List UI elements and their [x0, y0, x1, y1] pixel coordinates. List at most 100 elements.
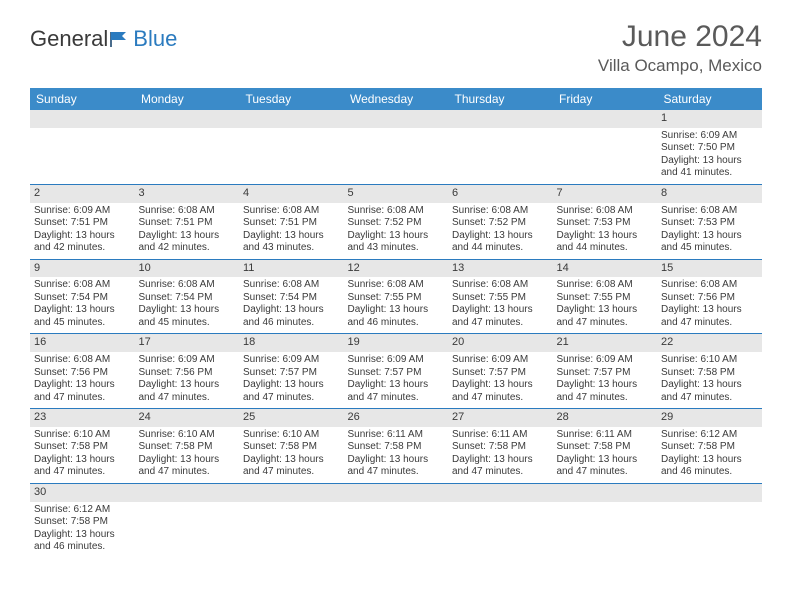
day-details: Sunrise: 6:08 AMSunset: 7:54 PMDaylight:…	[30, 277, 135, 333]
daylight-text: Daylight: 13 hours and 47 minutes.	[452, 454, 549, 479]
day-number: 17	[135, 334, 240, 352]
weekday-header-row: Sunday Monday Tuesday Wednesday Thursday…	[30, 88, 762, 110]
daylight-text: Daylight: 13 hours and 47 minutes.	[348, 454, 445, 479]
day-number-bar	[448, 110, 553, 128]
day-number: 18	[239, 334, 344, 352]
day-number-bar	[344, 484, 449, 502]
sunrise-text: Sunrise: 6:08 AM	[34, 354, 131, 367]
day-details: Sunrise: 6:10 AMSunset: 7:58 PMDaylight:…	[239, 427, 344, 483]
day-details: Sunrise: 6:12 AMSunset: 7:58 PMDaylight:…	[657, 427, 762, 483]
day-number: 22	[657, 334, 762, 352]
calendar-day-cell: 16Sunrise: 6:08 AMSunset: 7:56 PMDayligh…	[30, 334, 135, 409]
daylight-text: Daylight: 13 hours and 44 minutes.	[557, 230, 654, 255]
day-number: 14	[553, 260, 658, 278]
day-number-bar	[135, 110, 240, 128]
calendar-day-cell: 27Sunrise: 6:11 AMSunset: 7:58 PMDayligh…	[448, 409, 553, 484]
brand-logo: General Blue	[30, 26, 177, 52]
day-details: Sunrise: 6:08 AMSunset: 7:54 PMDaylight:…	[239, 277, 344, 333]
daylight-text: Daylight: 13 hours and 47 minutes.	[34, 454, 131, 479]
day-number-bar	[30, 110, 135, 128]
sunset-text: Sunset: 7:58 PM	[661, 441, 758, 454]
sunrise-text: Sunrise: 6:08 AM	[243, 205, 340, 218]
sunrise-text: Sunrise: 6:09 AM	[661, 130, 758, 143]
daylight-text: Daylight: 13 hours and 42 minutes.	[139, 230, 236, 255]
location-text: Villa Ocampo, Mexico	[598, 56, 762, 76]
day-details: Sunrise: 6:09 AMSunset: 7:57 PMDaylight:…	[239, 352, 344, 408]
day-number: 2	[30, 185, 135, 203]
daylight-text: Daylight: 13 hours and 47 minutes.	[452, 304, 549, 329]
calendar-week-row: 1Sunrise: 6:09 AMSunset: 7:50 PMDaylight…	[30, 110, 762, 184]
sunrise-text: Sunrise: 6:08 AM	[452, 279, 549, 292]
sunrise-text: Sunrise: 6:08 AM	[243, 279, 340, 292]
calendar-body: 1Sunrise: 6:09 AMSunset: 7:50 PMDaylight…	[30, 110, 762, 558]
calendar-day-cell: 3Sunrise: 6:08 AMSunset: 7:51 PMDaylight…	[135, 184, 240, 259]
sunset-text: Sunset: 7:56 PM	[139, 367, 236, 380]
sunset-text: Sunset: 7:57 PM	[557, 367, 654, 380]
day-number-bar	[448, 484, 553, 502]
sunset-text: Sunset: 7:57 PM	[452, 367, 549, 380]
sunrise-text: Sunrise: 6:08 AM	[139, 279, 236, 292]
calendar-day-cell	[448, 110, 553, 184]
daylight-text: Daylight: 13 hours and 45 minutes.	[139, 304, 236, 329]
daylight-text: Daylight: 13 hours and 47 minutes.	[661, 304, 758, 329]
calendar-day-cell: 5Sunrise: 6:08 AMSunset: 7:52 PMDaylight…	[344, 184, 449, 259]
sunrise-text: Sunrise: 6:10 AM	[139, 429, 236, 442]
calendar-day-cell	[239, 483, 344, 557]
sunset-text: Sunset: 7:51 PM	[34, 217, 131, 230]
day-number: 23	[30, 409, 135, 427]
sunrise-text: Sunrise: 6:08 AM	[661, 279, 758, 292]
sunset-text: Sunset: 7:56 PM	[661, 292, 758, 305]
sunset-text: Sunset: 7:58 PM	[243, 441, 340, 454]
sunset-text: Sunset: 7:58 PM	[557, 441, 654, 454]
sunset-text: Sunset: 7:57 PM	[243, 367, 340, 380]
sunrise-text: Sunrise: 6:08 AM	[139, 205, 236, 218]
calendar-day-cell	[657, 483, 762, 557]
calendar-table: Sunday Monday Tuesday Wednesday Thursday…	[30, 88, 762, 558]
calendar-day-cell: 19Sunrise: 6:09 AMSunset: 7:57 PMDayligh…	[344, 334, 449, 409]
daylight-text: Daylight: 13 hours and 47 minutes.	[661, 379, 758, 404]
daylight-text: Daylight: 13 hours and 46 minutes.	[243, 304, 340, 329]
day-details: Sunrise: 6:08 AMSunset: 7:56 PMDaylight:…	[30, 352, 135, 408]
day-number: 27	[448, 409, 553, 427]
daylight-text: Daylight: 13 hours and 43 minutes.	[348, 230, 445, 255]
day-number: 16	[30, 334, 135, 352]
day-details: Sunrise: 6:08 AMSunset: 7:54 PMDaylight:…	[135, 277, 240, 333]
sunrise-text: Sunrise: 6:08 AM	[557, 279, 654, 292]
calendar-day-cell	[135, 483, 240, 557]
sunset-text: Sunset: 7:54 PM	[34, 292, 131, 305]
sunrise-text: Sunrise: 6:08 AM	[34, 279, 131, 292]
sunset-text: Sunset: 7:54 PM	[139, 292, 236, 305]
day-number-bar	[135, 484, 240, 502]
sunset-text: Sunset: 7:55 PM	[452, 292, 549, 305]
calendar-day-cell: 24Sunrise: 6:10 AMSunset: 7:58 PMDayligh…	[135, 409, 240, 484]
calendar-day-cell: 2Sunrise: 6:09 AMSunset: 7:51 PMDaylight…	[30, 184, 135, 259]
day-number: 19	[344, 334, 449, 352]
day-details: Sunrise: 6:08 AMSunset: 7:51 PMDaylight:…	[239, 203, 344, 259]
calendar-day-cell: 26Sunrise: 6:11 AMSunset: 7:58 PMDayligh…	[344, 409, 449, 484]
calendar-day-cell: 17Sunrise: 6:09 AMSunset: 7:56 PMDayligh…	[135, 334, 240, 409]
daylight-text: Daylight: 13 hours and 45 minutes.	[661, 230, 758, 255]
day-number: 13	[448, 260, 553, 278]
day-number-bar	[657, 484, 762, 502]
day-details: Sunrise: 6:08 AMSunset: 7:53 PMDaylight:…	[553, 203, 658, 259]
sunrise-text: Sunrise: 6:11 AM	[452, 429, 549, 442]
brand-part2: Blue	[133, 26, 177, 52]
calendar-day-cell: 30Sunrise: 6:12 AMSunset: 7:58 PMDayligh…	[30, 483, 135, 557]
sunset-text: Sunset: 7:52 PM	[452, 217, 549, 230]
day-number: 3	[135, 185, 240, 203]
day-number-bar	[239, 484, 344, 502]
calendar-day-cell	[344, 110, 449, 184]
calendar-day-cell	[553, 110, 658, 184]
sunset-text: Sunset: 7:58 PM	[348, 441, 445, 454]
sunset-text: Sunset: 7:58 PM	[34, 516, 131, 529]
calendar-day-cell: 20Sunrise: 6:09 AMSunset: 7:57 PMDayligh…	[448, 334, 553, 409]
day-number: 9	[30, 260, 135, 278]
daylight-text: Daylight: 13 hours and 47 minutes.	[139, 454, 236, 479]
calendar-day-cell: 8Sunrise: 6:08 AMSunset: 7:53 PMDaylight…	[657, 184, 762, 259]
daylight-text: Daylight: 13 hours and 46 minutes.	[34, 529, 131, 554]
calendar-day-cell: 23Sunrise: 6:10 AMSunset: 7:58 PMDayligh…	[30, 409, 135, 484]
calendar-day-cell	[30, 110, 135, 184]
calendar-day-cell: 22Sunrise: 6:10 AMSunset: 7:58 PMDayligh…	[657, 334, 762, 409]
day-details: Sunrise: 6:08 AMSunset: 7:55 PMDaylight:…	[448, 277, 553, 333]
calendar-day-cell: 1Sunrise: 6:09 AMSunset: 7:50 PMDaylight…	[657, 110, 762, 184]
